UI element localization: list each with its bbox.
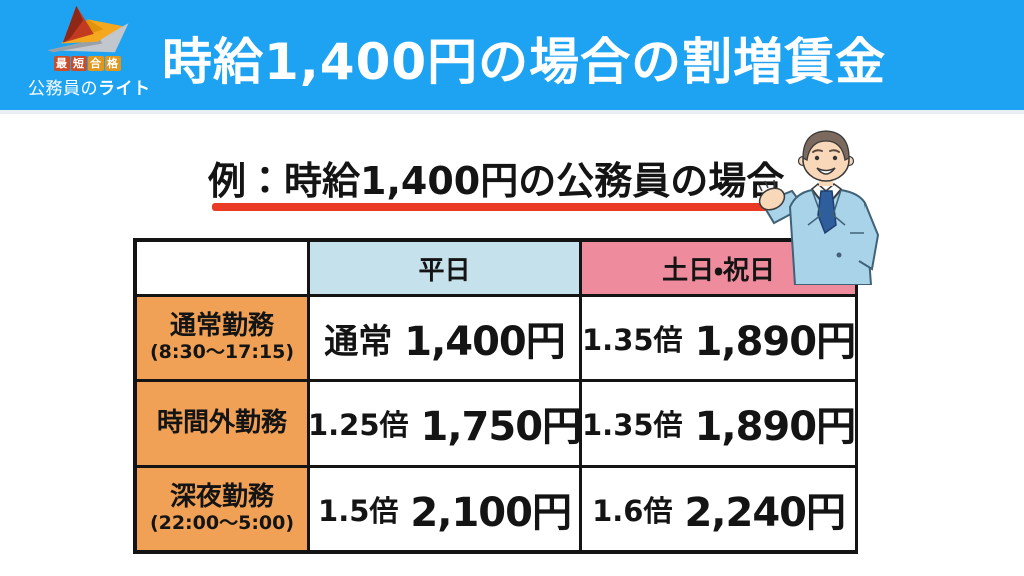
example-heading: 例：時給1,400円の公務員の場合	[208, 159, 785, 203]
wage-amount: 2,100円	[410, 489, 572, 536]
cell-normal-weekend: 1.35倍 1,890円	[582, 297, 857, 380]
rate-multiplier: 通常	[324, 321, 393, 362]
row-label-text: 深夜勤務	[169, 481, 274, 512]
row-label-text: 時間外勤務	[156, 407, 287, 438]
cell-latenight-weekend: 1.6倍 2,240円	[582, 467, 856, 550]
top-banner: 最 短 合 格 公務員のライト 時給1,400円の場合の割増賃金	[0, 0, 1024, 114]
badge-char: 短	[70, 56, 87, 71]
cell-overtime-weekday: 1.25倍 1,750円	[307, 382, 583, 465]
rate-multiplier: 1.6倍	[592, 493, 673, 528]
cell-latenight-weekday: 1.5倍 2,100円	[310, 467, 579, 550]
brand-name: 公務員のライト	[28, 74, 150, 99]
slide-title: 時給1,400円の場合の割増賃金	[162, 33, 887, 91]
row-label-text: 通常勤務	[169, 311, 274, 342]
row-label-normal-duty: 通常勤務 (8:30〜17:15)	[137, 297, 307, 380]
badge-saitan-goukaku: 最 短 合 格	[28, 56, 146, 71]
row-label-time: (8:30〜17:15)	[149, 341, 295, 364]
brand-logo: 最 短 合 格 公務員のライト	[28, 4, 150, 99]
rate-multiplier: 1.5倍	[318, 493, 399, 528]
cell-normal-weekday: 通常 1,400円	[310, 297, 579, 380]
row-label-latenight-duty: 深夜勤務 (22:00〜5:00)	[137, 467, 307, 550]
wage-amount: 1,400円	[404, 319, 566, 366]
weekend-header-label: 土日・祝日	[662, 255, 775, 286]
table-header-weekday: 平日	[310, 242, 579, 294]
rate-multiplier: 1.35倍	[582, 323, 683, 358]
wage-amount: 1,890円	[694, 319, 857, 366]
brand-name-bold: ライト	[98, 79, 151, 99]
badge-char: 最	[53, 56, 70, 71]
row-label-time: (22:00〜5:00)	[149, 511, 295, 534]
wage-amount: 1,890円	[694, 404, 857, 451]
table-header-weekend: 土日・祝日	[582, 242, 856, 294]
wage-amount: 1,750円	[420, 404, 583, 451]
cell-overtime-weekend: 1.35倍 1,890円	[582, 382, 857, 465]
table-header-blank-cell	[137, 242, 307, 294]
red-underline	[212, 203, 790, 211]
wage-amount: 2,240円	[684, 489, 846, 536]
badge-char: 合	[87, 56, 104, 71]
brand-name-regular: 公務員の	[28, 79, 98, 99]
mountain-logo-icon	[47, 5, 129, 53]
rate-multiplier: 1.35倍	[582, 408, 683, 443]
wage-table: 平日 土日・祝日 通常勤務 (8:30〜17:15) 通常 1,400円 1.3…	[133, 238, 858, 554]
weekday-header-label: 平日	[418, 255, 471, 286]
badge-char: 格	[104, 56, 121, 71]
row-label-overtime-duty: 時間外勤務	[137, 382, 307, 465]
rate-multiplier: 1.25倍	[307, 408, 409, 443]
